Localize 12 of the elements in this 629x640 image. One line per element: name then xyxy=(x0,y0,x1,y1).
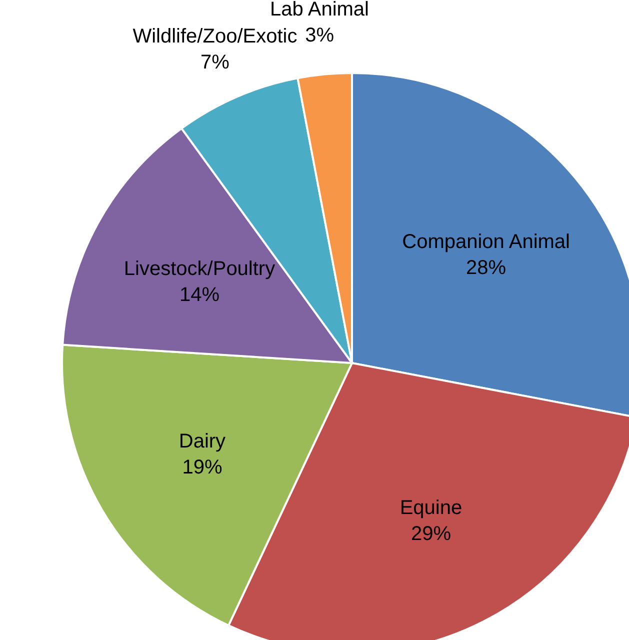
slice-label: Dairy xyxy=(178,430,226,453)
data-label: 28% xyxy=(466,257,506,280)
data-label: 19% xyxy=(182,456,222,479)
slice-label: Equine xyxy=(400,497,462,520)
data-label: 29% xyxy=(410,523,452,546)
slice-label: Wildlife/Zoo/Exotic xyxy=(132,25,298,48)
slice-label: Lab Animal xyxy=(270,0,370,21)
data-label: 7% xyxy=(200,51,230,74)
slice-label: Companion Animal xyxy=(402,231,570,254)
data-label: 14% xyxy=(180,284,220,306)
data-label: 3% xyxy=(305,24,334,47)
slice-label: Livestock/Poultry xyxy=(124,258,276,280)
